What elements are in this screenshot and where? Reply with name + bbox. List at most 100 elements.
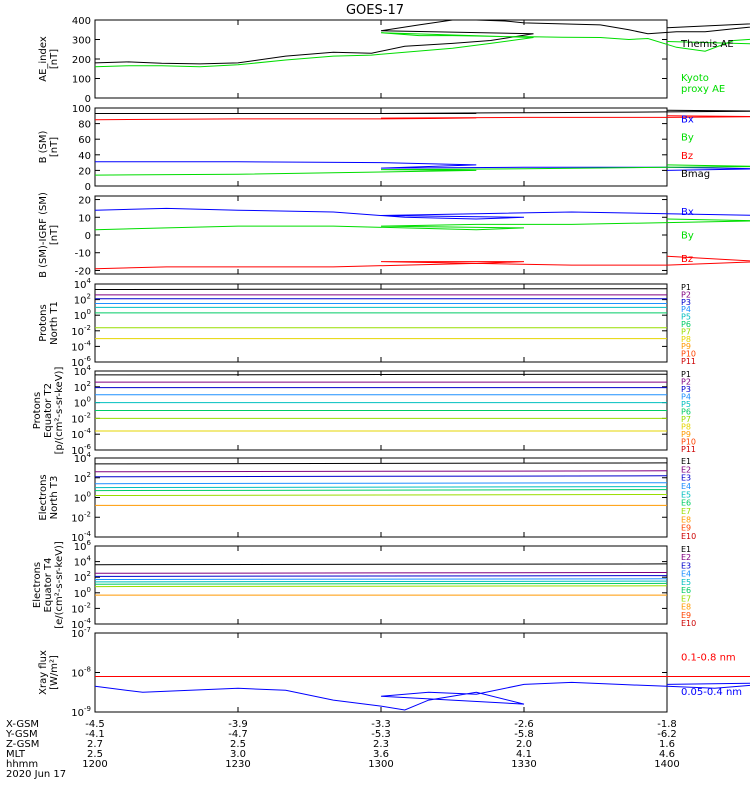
x-axis-row-label: Z-GSM — [6, 739, 39, 750]
y-axis-label: B (SM)-IGRF (SM)[nT] — [38, 192, 60, 278]
series-line — [94, 489, 668, 492]
legend-label: P7 — [681, 327, 691, 336]
x-tick-label: -3.9 — [228, 719, 248, 730]
y-tick-label: 104 — [74, 451, 92, 465]
y-tick-label: 100 — [74, 396, 91, 410]
legend-label: P1 — [681, 283, 691, 292]
y-tick-label: 40 — [78, 151, 91, 162]
panel-frame — [94, 283, 668, 363]
y-tick-label: -20 — [75, 266, 91, 277]
y-tick-label: 102 — [74, 293, 91, 307]
legend-label: Bx — [681, 207, 694, 218]
legend-label: P5 — [681, 400, 691, 409]
legend-label: E3 — [681, 474, 691, 483]
y-tick-label: 200 — [72, 55, 91, 66]
panel-frame — [94, 195, 668, 275]
y-tick-label: 80 — [78, 120, 91, 131]
x-tick-label: -3.3 — [371, 719, 391, 730]
series-line — [94, 32, 750, 68]
legend-label: Bx — [681, 115, 694, 126]
legend-label: E8 — [681, 603, 691, 612]
legend-label: E10 — [681, 532, 696, 541]
legend-label: E9 — [681, 611, 691, 620]
legend-label: 0.1-0.8 nm — [681, 652, 736, 663]
series-line — [94, 115, 750, 121]
legend-label: E1 — [681, 457, 691, 466]
series-line — [94, 572, 668, 574]
series-line — [94, 494, 668, 496]
legend-label: By — [681, 231, 694, 242]
legend-label: Bmag — [681, 169, 710, 180]
legend-label: P5 — [681, 313, 691, 322]
x-tick-label: 4.1 — [516, 749, 532, 760]
series-line — [94, 580, 668, 583]
y-axis-label: ElectronsNorth T3 — [38, 474, 60, 520]
chart-title: GOES-17 — [346, 3, 404, 18]
legend-label: E2 — [681, 465, 691, 474]
x-tick-label: 2.3 — [373, 739, 389, 750]
x-tick-label: 3.0 — [230, 749, 246, 760]
series-line — [94, 288, 668, 290]
y-tick-label: 104 — [74, 364, 92, 378]
y-tick-label: 102 — [74, 380, 91, 394]
series-line — [94, 255, 750, 270]
series-line — [94, 575, 668, 577]
x-tick-label: 2.5 — [230, 739, 246, 750]
legend-label: P11 — [681, 445, 696, 454]
date-label: 2020 Jun 17 — [6, 769, 66, 780]
y-tick-label: 100 — [74, 586, 91, 600]
y-tick-label: 100 — [74, 308, 91, 322]
series-line — [94, 578, 668, 580]
x-tick-label: 2.5 — [87, 749, 103, 760]
x-tick-label: 1330 — [511, 759, 536, 770]
y-axis-label: ElectronsEquator T4[e/(cm²-s-sr-keV)] — [32, 541, 65, 629]
x-tick-label: -5.3 — [371, 729, 391, 740]
y-tick-label: 10-7 — [71, 626, 91, 640]
y-tick-label: 100 — [72, 75, 91, 86]
x-tick-label: 1400 — [654, 759, 679, 770]
series-line — [94, 582, 668, 585]
y-tick-label: 10-2 — [71, 510, 91, 524]
legend-label: E3 — [681, 561, 691, 570]
x-tick-label: 2.7 — [87, 739, 103, 750]
x-tick-label: -2.6 — [514, 719, 534, 730]
panel-frame — [94, 632, 668, 713]
series-line — [94, 585, 668, 588]
panel-frame — [94, 457, 668, 538]
x-axis-row-label: X-GSM — [6, 719, 39, 730]
series-line — [94, 486, 668, 489]
legend-label: P2 — [681, 290, 691, 299]
series-line — [94, 19, 750, 65]
legend-label: P9 — [681, 342, 691, 351]
legend-label: P11 — [681, 357, 696, 366]
legend-label: E4 — [681, 570, 691, 579]
legend-label: E6 — [681, 499, 691, 508]
y-tick-label: 102 — [74, 471, 91, 485]
y-tick-label: 400 — [72, 16, 91, 27]
y-tick-label: 10-2 — [71, 601, 91, 615]
legend-label: P9 — [681, 430, 691, 439]
legend-label: P3 — [681, 298, 691, 307]
legend-label: P8 — [681, 335, 691, 344]
legend-label: P6 — [681, 408, 691, 417]
legend-label: E2 — [681, 553, 691, 562]
y-tick-label: 10-2 — [71, 411, 91, 425]
y-tick-label: -10 — [75, 249, 91, 260]
legend-label: P2 — [681, 378, 691, 387]
x-tick-label: 1300 — [368, 759, 393, 770]
x-tick-label: 4.6 — [659, 749, 675, 760]
panel-frame — [94, 19, 668, 99]
y-tick-label: 0 — [85, 231, 91, 242]
legend-label: E5 — [681, 490, 691, 499]
series-line — [94, 470, 668, 473]
legend-label: P7 — [681, 415, 691, 424]
x-axis-row-label: MLT — [6, 749, 26, 760]
legend-label: P4 — [681, 305, 691, 314]
legend-label: Bz — [681, 254, 693, 265]
series-line — [94, 462, 668, 465]
legend-label: E10 — [681, 619, 696, 628]
legend-label: E5 — [681, 578, 691, 587]
legend-label: 0.05-0.4 nm — [681, 687, 742, 698]
x-tick-label: -6.2 — [657, 729, 677, 740]
